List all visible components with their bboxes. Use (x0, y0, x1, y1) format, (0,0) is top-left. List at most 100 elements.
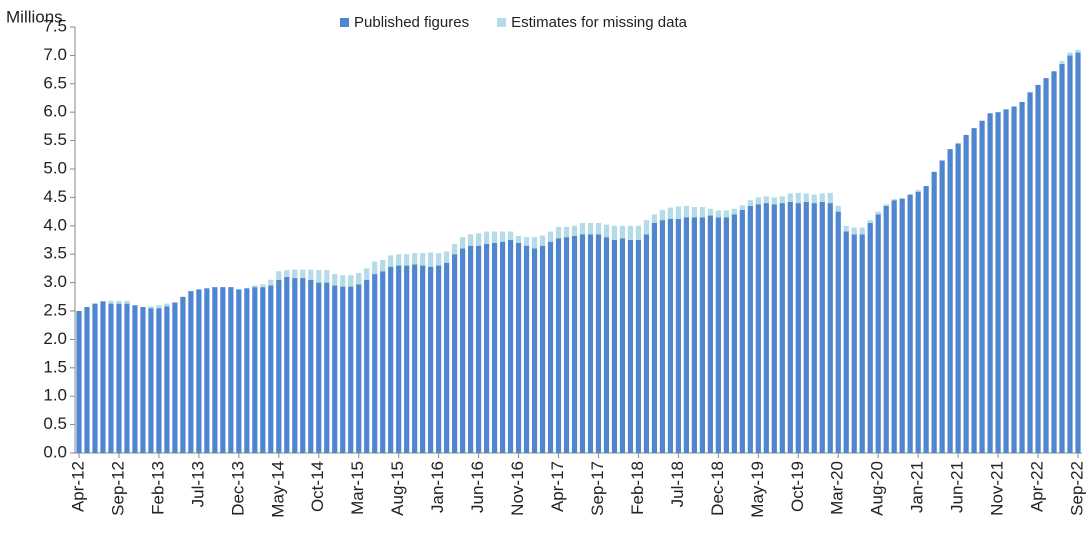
bar-segment (611, 225, 618, 240)
bar-segment (340, 286, 346, 453)
bar-segment (483, 243, 490, 453)
x-tick-label: Jul-18 (668, 461, 687, 507)
bar-segment (372, 261, 378, 275)
bar-segment (428, 266, 434, 453)
bar-segment (412, 253, 418, 265)
bar-segment (707, 208, 713, 216)
bar-segment (1075, 49, 1081, 53)
x-tick-label: Apr-17 (548, 461, 567, 512)
bar-segment (795, 203, 801, 453)
bar-segment (252, 287, 258, 453)
x-tick-label: Sep-12 (108, 461, 127, 516)
y-tick-label: 6.0 (43, 102, 67, 121)
x-tick-label: Mar-20 (828, 461, 847, 515)
bar-segment (468, 245, 474, 453)
bar-segment (763, 196, 769, 204)
bar-segment (356, 272, 362, 285)
bar-segment (659, 220, 666, 453)
bar-segment (547, 231, 554, 242)
bar-segment (667, 207, 674, 219)
y-tick-label: 6.5 (43, 73, 67, 92)
bar-segment (883, 205, 889, 453)
bar-segment (491, 242, 498, 453)
bar-segment (683, 217, 689, 453)
bar-segment (148, 306, 154, 309)
bar-segment (699, 207, 705, 218)
bar-segment (739, 209, 745, 453)
bar-segment (372, 274, 378, 453)
bar-segment (915, 190, 921, 192)
bar-segment (108, 300, 114, 304)
bar-segment (611, 240, 618, 453)
y-tick-label: 2.5 (43, 300, 67, 319)
bar-segment (971, 128, 977, 453)
bar-segment (156, 308, 162, 453)
legend-label: Estimates for missing data (511, 14, 688, 31)
bar-segment (1003, 109, 1009, 454)
bar-segment (563, 237, 570, 453)
bar-segment (396, 254, 402, 266)
y-tick-label: 5.0 (43, 158, 67, 177)
bar-segment (923, 186, 929, 454)
bar-segment (995, 112, 1001, 453)
bar-segment (92, 303, 98, 453)
bar-segment (236, 289, 242, 453)
bar-segment (380, 259, 386, 272)
x-tick-label: Jun-21 (948, 461, 967, 513)
bar-segment (324, 270, 330, 283)
bar-segment (420, 253, 426, 266)
x-tick-label: Jun-16 (468, 461, 487, 513)
bar-segment (499, 241, 506, 453)
bar-segment (1059, 61, 1065, 64)
bar-segment (651, 222, 658, 453)
bar-segment (563, 226, 570, 238)
y-tick-label: 5.5 (43, 130, 67, 149)
bar-segment (731, 214, 737, 453)
bar-segment (356, 284, 362, 453)
y-tick-label: 1.5 (43, 357, 67, 376)
bar-segment (164, 306, 170, 453)
bar-segment (787, 201, 793, 453)
bar-segment (164, 303, 170, 307)
y-tick-label: 4.5 (43, 187, 67, 206)
bar-segment (635, 225, 642, 240)
bar-segment (436, 253, 442, 266)
y-tick-label: 0.0 (43, 442, 67, 461)
bar-segment (388, 266, 394, 453)
bar-segment (276, 279, 282, 453)
bar-segment (867, 220, 873, 223)
bar-segment (627, 240, 634, 453)
bar-segment (156, 305, 162, 309)
bar-segment (523, 237, 530, 246)
bar-segment (579, 234, 586, 453)
bar-segment (460, 237, 466, 249)
bar-segment (539, 235, 546, 246)
bar-segment (1051, 71, 1057, 453)
bar-segment (979, 120, 985, 453)
legend-label: Published figures (354, 14, 469, 31)
bar-segment (188, 291, 194, 453)
y-tick-label: 0.5 (43, 414, 67, 433)
bar-segment (811, 194, 817, 204)
x-tick-label: Mar-15 (348, 461, 367, 515)
bar-segment (643, 220, 650, 235)
bar-segment (931, 171, 937, 453)
x-tick-label: Nov-16 (508, 461, 527, 516)
bar-segment (1019, 101, 1025, 453)
bar-segment (987, 113, 993, 453)
bar-segment (292, 278, 298, 453)
bar-segment (843, 225, 849, 232)
bar-segment (475, 233, 482, 246)
x-tick-label: Dec-13 (228, 461, 247, 516)
bar-segment (827, 203, 833, 453)
bar-segment (859, 227, 865, 235)
bar-segment (1027, 92, 1033, 453)
bar-segment (571, 225, 578, 237)
bar-segment (396, 265, 402, 453)
y-tick-label: 3.0 (43, 272, 67, 291)
bar-segment (452, 254, 458, 453)
x-tick-label: Jul-13 (188, 461, 207, 507)
x-tick-label: Jan-16 (428, 461, 447, 513)
bar-segment (491, 231, 498, 243)
y-tick-label: 3.5 (43, 244, 67, 263)
